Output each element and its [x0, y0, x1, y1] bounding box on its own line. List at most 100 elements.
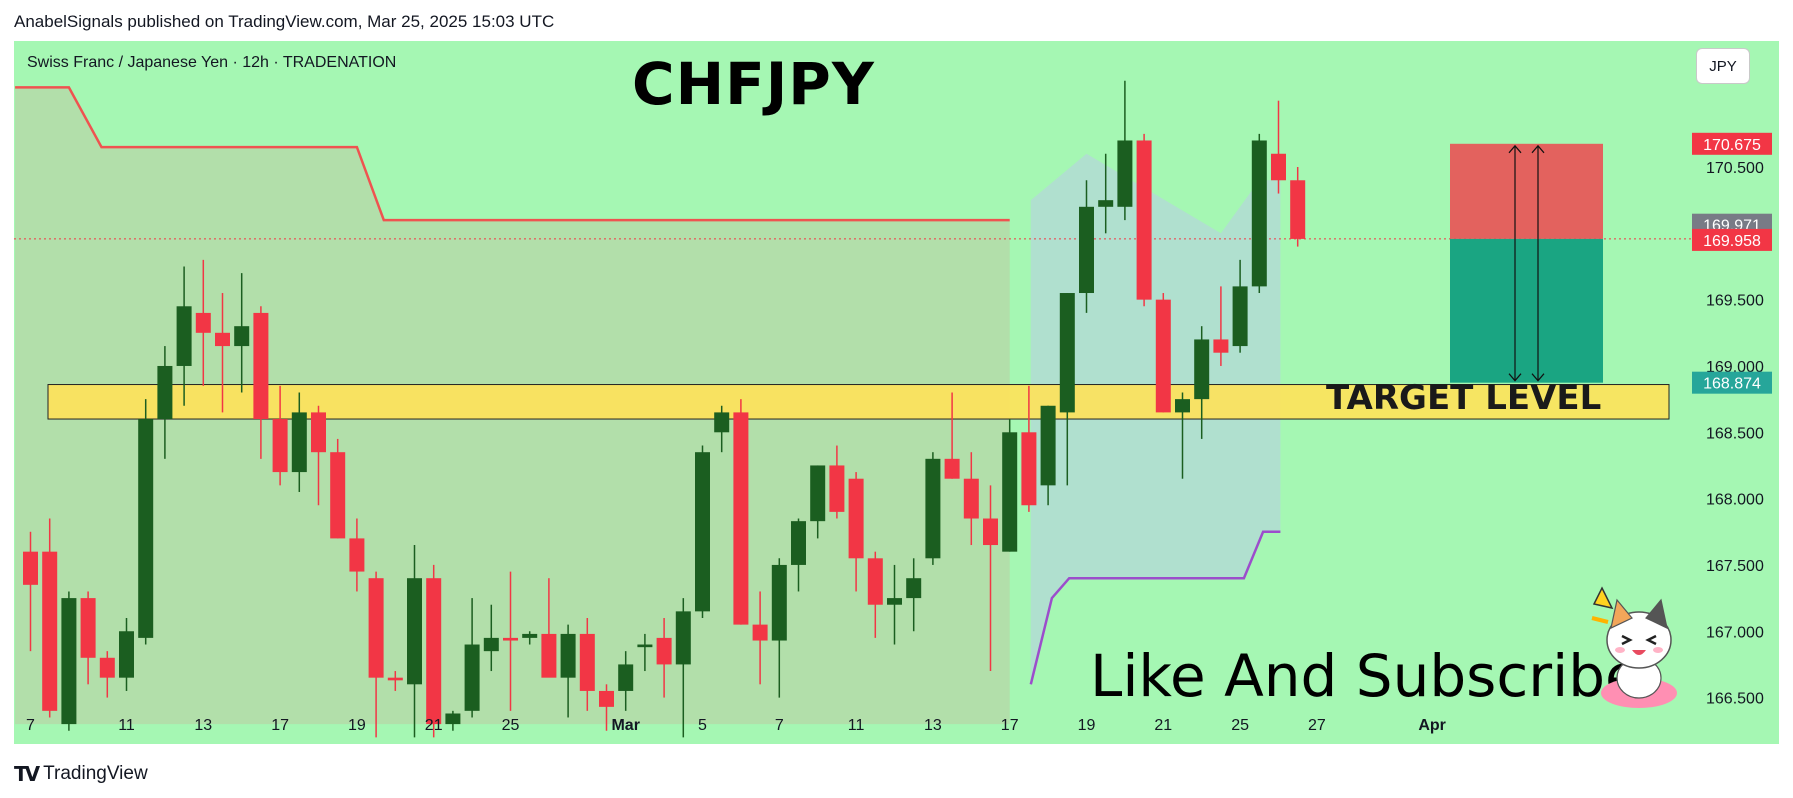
time-tick-label: 17: [271, 717, 289, 734]
candle-body: [695, 452, 710, 612]
candle: [560, 624, 576, 718]
candle: [810, 465, 826, 539]
tradingview-logo-icon: TV: [14, 762, 40, 786]
candle-body: [714, 412, 730, 433]
price-tick-label: 168.500: [1706, 425, 1764, 442]
lower-band-line: [1029, 530, 1281, 685]
candle-body: [234, 326, 250, 347]
candle: [42, 518, 58, 718]
candle: [925, 452, 941, 565]
candle: [771, 558, 787, 698]
time-tick-label: 11: [118, 717, 135, 734]
candle-body: [560, 633, 576, 678]
candle: [253, 306, 269, 459]
candle-body: [983, 518, 998, 546]
price-tick-label: 166.500: [1706, 691, 1764, 708]
candle-body: [1040, 405, 1056, 486]
candle-body: [1098, 200, 1114, 207]
candle-body: [541, 633, 557, 678]
candle-body: [1079, 206, 1094, 294]
candle: [656, 617, 672, 698]
candle-body: [1059, 293, 1075, 413]
price-axis: 170.500169.500169.000168.500168.000167.5…: [1692, 132, 1772, 708]
candle-body: [829, 465, 845, 512]
upper-band-line: [15, 86, 1010, 222]
time-tick-label: 13: [924, 717, 942, 734]
time-tick-label: 13: [194, 717, 212, 734]
candle: [1251, 133, 1267, 294]
price-tick-label: 170.500: [1706, 160, 1764, 177]
candle-body: [1155, 299, 1171, 413]
candle: [349, 518, 365, 592]
candle: [829, 445, 845, 519]
candle-body: [579, 633, 595, 691]
candle-body: [138, 419, 154, 638]
candle: [215, 293, 230, 413]
price-badge-box: [1692, 371, 1772, 394]
time-tick-label: 21: [1154, 717, 1172, 734]
candle: [291, 392, 307, 492]
arrow-head-up: [1508, 144, 1522, 154]
tradingview-footer[interactable]: TV TradingView: [14, 762, 148, 786]
candle-body: [963, 478, 979, 519]
price-badge-target: 168.874: [1692, 371, 1772, 394]
candle-body: [637, 644, 653, 648]
candle: [541, 578, 557, 678]
candle-body: [330, 452, 346, 539]
candle-body: [733, 412, 749, 625]
candle: [1117, 80, 1133, 221]
candle: [733, 399, 749, 625]
time-tick-label: 7: [775, 717, 784, 734]
candle-body: [522, 633, 538, 638]
candle-body: [1117, 140, 1133, 207]
candle: [483, 604, 499, 672]
candle-body: [176, 306, 192, 366]
candle: [1021, 385, 1037, 512]
candle: [1040, 405, 1056, 506]
candle: [618, 651, 634, 711]
candle: [176, 266, 192, 406]
time-tick-label: Mar: [611, 717, 639, 734]
candles: [23, 80, 1306, 738]
candle-body: [426, 578, 442, 725]
time-tick-label: 17: [1001, 717, 1019, 734]
candle-body: [464, 644, 480, 711]
time-tick-label: Apr: [1418, 717, 1446, 734]
indicator-lines: [14, 86, 1696, 685]
time-tick-label: 21: [425, 717, 443, 734]
candle: [195, 259, 211, 386]
candle: [1213, 286, 1229, 366]
candle-body: [291, 412, 307, 473]
candle: [464, 598, 480, 718]
candle-body: [906, 578, 922, 599]
candle: [1155, 293, 1171, 413]
candle-body: [944, 458, 960, 479]
candle: [522, 631, 538, 645]
candle-body: [1136, 140, 1152, 300]
candle: [1271, 100, 1286, 194]
candle-body: [925, 458, 941, 559]
candle: [675, 598, 691, 738]
candle-body: [1271, 153, 1286, 181]
time-tick-label: 7: [26, 717, 35, 734]
position-tool[interactable]: [1450, 143, 1603, 383]
target-level-label: TARGET LEVEL: [1326, 378, 1602, 418]
candle: [714, 405, 730, 453]
candle: [599, 684, 614, 731]
candle: [61, 591, 77, 731]
currency-selector[interactable]: JPY: [1696, 48, 1750, 84]
candle: [983, 485, 998, 672]
candle-body: [1290, 180, 1306, 239]
time-tick-label: 11: [848, 717, 865, 734]
candle: [963, 452, 979, 546]
price-badge-text: 169.958: [1703, 233, 1761, 250]
price-badge-entry: 169.958: [1692, 228, 1772, 251]
candle-body: [656, 637, 672, 665]
candle-body: [272, 419, 288, 473]
candle: [272, 385, 288, 486]
time-tick-label: 5: [698, 717, 707, 734]
candle-body: [61, 598, 77, 725]
candle: [944, 392, 960, 479]
candle-body: [445, 713, 461, 725]
